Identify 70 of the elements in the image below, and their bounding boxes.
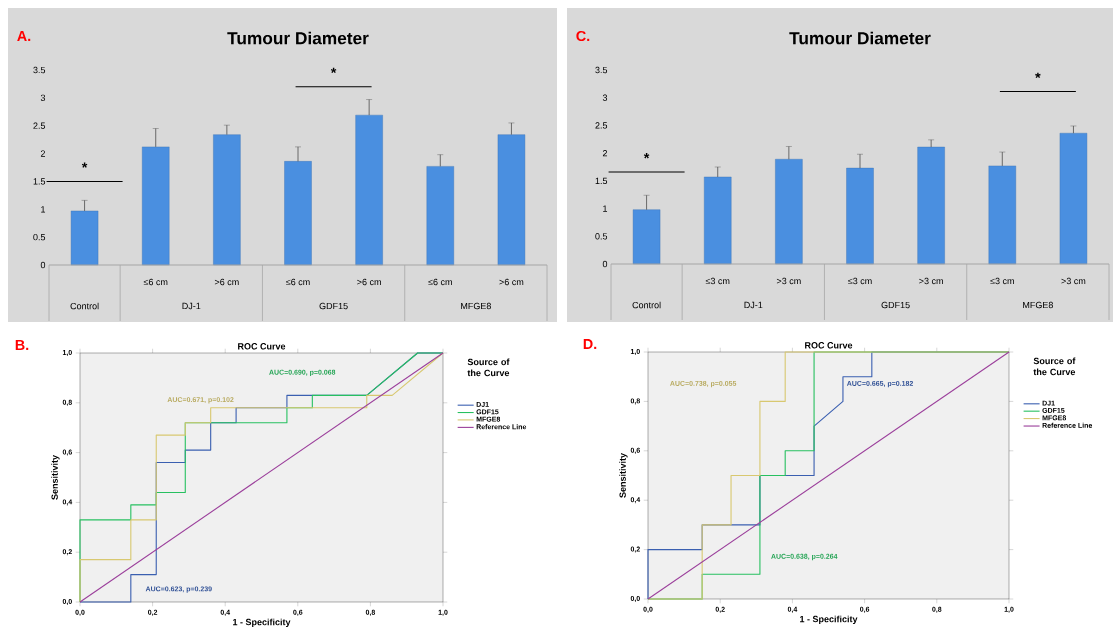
x-tick-label: >6 cm (357, 278, 381, 286)
y-tick-label: 3.5 (595, 66, 608, 74)
x-tick-label: >3 cm (1061, 277, 1086, 285)
bar (355, 114, 383, 266)
y-tick-label: 2 (602, 150, 608, 157)
chart-title: Tumour Diameter (789, 31, 931, 45)
y-axis-title: Sensitivity (619, 453, 628, 498)
bar (426, 166, 454, 266)
x-tick-label: >6 cm (214, 278, 239, 286)
y-tick-label: 1 (41, 206, 46, 213)
y-tick-label: 0 (40, 261, 46, 269)
text: B. (15, 340, 29, 350)
text: Control (70, 302, 99, 310)
bar (704, 176, 732, 265)
annotation: * (330, 67, 337, 74)
text: MFGE8 (461, 302, 491, 310)
x-tick-label: ≤3 cm (848, 277, 872, 285)
y-tick-label: 2.5 (595, 122, 608, 129)
bar (213, 134, 241, 266)
y-tick-label: 2 (40, 150, 46, 157)
bar (846, 167, 874, 265)
bar (497, 134, 526, 266)
text: C. (576, 30, 590, 42)
y-tick-label: 1.5 (595, 177, 608, 184)
bar (988, 165, 1016, 265)
y-tick-label: 0.5 (595, 233, 608, 240)
bar (1059, 132, 1088, 265)
chart-title: ROC Curve (238, 343, 286, 350)
text: D. (583, 339, 597, 349)
bar (775, 159, 803, 265)
x-tick-label: ≤3 cm (990, 277, 1014, 285)
text: GDF15 (319, 302, 348, 310)
x-tick-label: ≤6 cm (143, 278, 168, 286)
text: MFGE8 (1023, 301, 1053, 309)
text: DJ-1 (182, 302, 201, 310)
y-tick-label: 3 (40, 94, 46, 102)
y-tick-label: 3 (602, 94, 608, 101)
legend-title: Source of the Curve (467, 358, 510, 377)
text: DJ-1 (744, 301, 763, 309)
y-axis-title: Sensitivity (51, 455, 60, 500)
y-tick-label: 0 (602, 260, 608, 268)
bar (917, 146, 945, 265)
x-tick-label: >3 cm (919, 277, 943, 285)
annotation: * (1035, 72, 1041, 79)
y-tick-label: 3.5 (33, 66, 46, 74)
x-tick-label: ≤3 cm (705, 277, 730, 285)
annotation: * (81, 162, 88, 168)
line-series (647, 351, 1010, 600)
bar (142, 146, 170, 266)
x-tick-label: ≤6 cm (428, 278, 452, 286)
x-tick-label: >3 cm (776, 277, 801, 285)
x-axis-title: 1 - Specificity (233, 618, 291, 628)
bar (284, 161, 312, 266)
line-series (79, 352, 444, 603)
y-tick-label: 1.5 (33, 178, 46, 185)
y-tick-label: 0.5 (33, 233, 46, 241)
y-tick-label: 1 (603, 205, 608, 212)
text: Control (632, 301, 661, 309)
bar (70, 210, 99, 266)
bar (632, 209, 661, 265)
y-tick-label: 2.5 (33, 122, 46, 129)
x-tick-label: ≤6 cm (286, 278, 310, 286)
text: A. (17, 31, 31, 41)
x-axis-title: 1 - Specificity (800, 615, 858, 625)
chart-title: Tumour Diameter (227, 31, 369, 45)
text: GDF15 (881, 301, 910, 309)
legend-title: Source of the Curve (1033, 357, 1076, 376)
x-tick-label: >6 cm (499, 278, 524, 286)
chart-title: ROC Curve (805, 342, 853, 349)
annotation: * (643, 153, 650, 159)
